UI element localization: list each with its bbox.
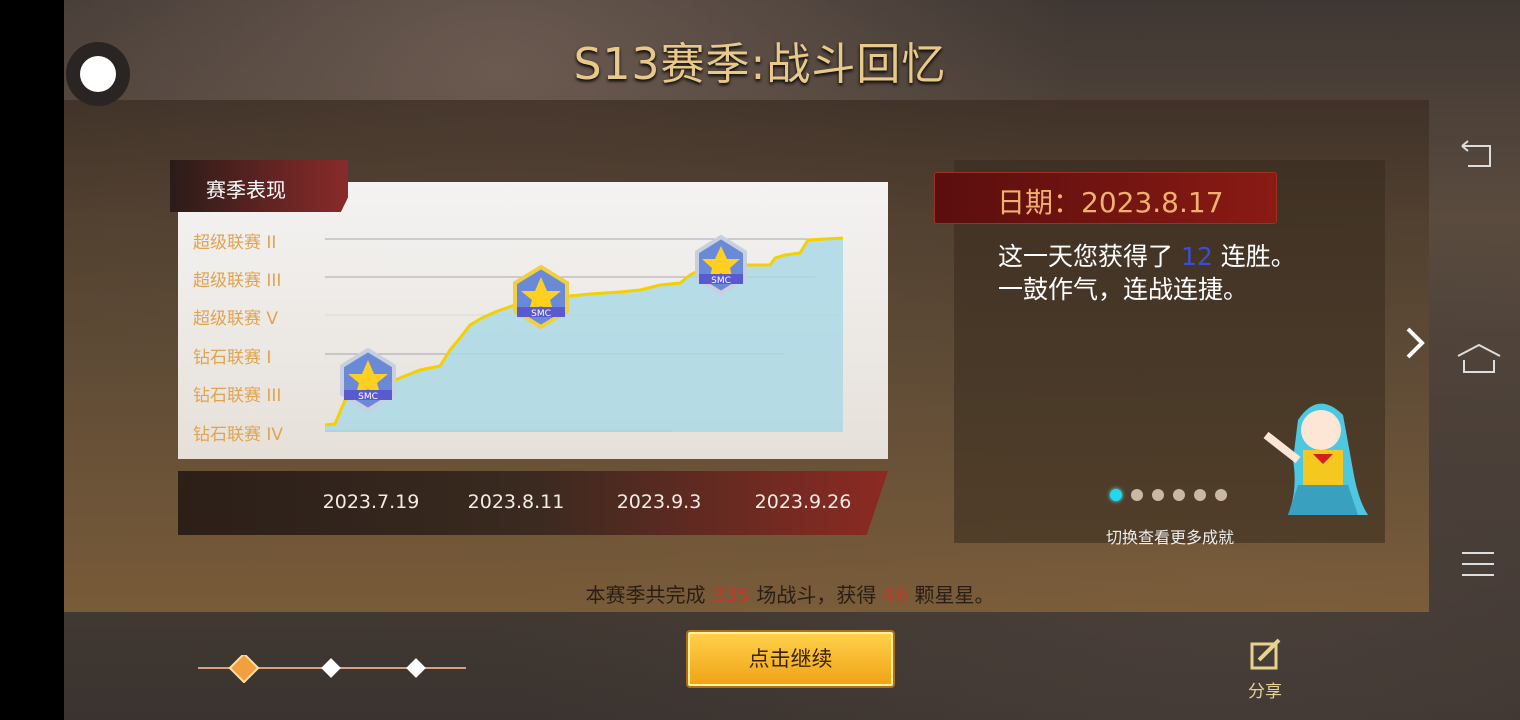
system-home-icon[interactable] <box>1456 342 1502 376</box>
system-menu-icon[interactable] <box>1460 550 1496 578</box>
rank-badge-icon: SMC <box>340 347 396 413</box>
y-axis-label: 超级联赛 III <box>193 271 282 291</box>
svg-text:SMC: SMC <box>531 309 551 319</box>
y-axis-label: 钻石联赛 IV <box>193 425 284 445</box>
continue-button[interactable]: 点击继续 <box>688 632 893 686</box>
page-dot[interactable] <box>1152 489 1164 501</box>
achievement-line-1: 这一天您获得了 12 连胜。 <box>998 237 1296 273</box>
step-marker-active <box>228 655 260 683</box>
text: 这一天您获得了 <box>998 242 1181 271</box>
share-label: 分享 <box>1248 682 1282 702</box>
date-banner: 日期：2023.8.17 <box>934 172 1277 224</box>
y-axis-label: 超级联赛 V <box>193 309 279 329</box>
date-axis-bar <box>178 471 888 535</box>
page-dot[interactable] <box>1215 489 1227 501</box>
text: 本赛季共完成 <box>585 583 712 607</box>
step-marker <box>406 658 426 678</box>
text: 连胜。 <box>1212 242 1296 271</box>
star-count: 46 <box>882 583 909 607</box>
svg-text:SMC: SMC <box>711 276 731 286</box>
y-axis-label: 钻石联赛 I <box>193 348 272 368</box>
x-axis-label: 2023.9.26 <box>754 491 852 513</box>
x-axis-label: 2023.9.3 <box>616 491 702 513</box>
text: 场战斗，获得 <box>750 583 883 607</box>
rank-badge-icon: SMC <box>695 234 747 296</box>
page-dot[interactable] <box>1131 489 1143 501</box>
switch-hint: 切换查看更多成就 <box>1105 528 1234 547</box>
svg-text:SMC: SMC <box>358 392 378 402</box>
mascot-character-icon <box>1263 403 1368 515</box>
page-dot[interactable] <box>1110 489 1122 501</box>
share-icon <box>1250 638 1281 670</box>
y-axis-label: 超级联赛 II <box>193 233 277 253</box>
back-button[interactable] <box>66 42 130 106</box>
step-progress <box>198 655 466 683</box>
chart-tab-label: 赛季表现 <box>170 160 348 212</box>
text: 颗星星。 <box>908 583 995 607</box>
share-button[interactable]: 分享 <box>1240 636 1290 702</box>
step-marker <box>321 658 341 678</box>
win-streak-count: 12 <box>1180 242 1213 271</box>
page-title: S13赛季:战斗回忆 <box>573 39 947 90</box>
rank-area-fill <box>325 238 843 432</box>
achievement-line-2: 一鼓作气，连战连捷。 <box>998 275 1249 304</box>
x-axis-label: 2023.7.19 <box>322 491 420 513</box>
y-axis-label: 钻石联赛 III <box>193 386 282 406</box>
rank-badge-icon: SMC <box>513 264 569 330</box>
page-indicator[interactable] <box>1110 489 1227 501</box>
battle-count: 335 <box>711 583 750 607</box>
x-axis-label: 2023.8.11 <box>467 491 565 513</box>
page-dot[interactable] <box>1173 489 1185 501</box>
page-dot[interactable] <box>1194 489 1206 501</box>
system-back-icon[interactable] <box>1458 140 1496 170</box>
season-summary: 本赛季共完成 335 场战斗，获得 46 颗星星。 <box>0 579 1520 608</box>
next-arrow-icon[interactable] <box>1402 325 1428 361</box>
